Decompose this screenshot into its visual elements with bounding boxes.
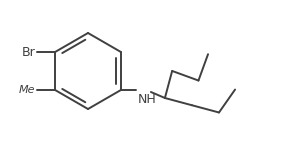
Text: Br: Br xyxy=(21,45,35,59)
Text: Me: Me xyxy=(19,85,35,95)
Text: NH: NH xyxy=(138,93,157,106)
